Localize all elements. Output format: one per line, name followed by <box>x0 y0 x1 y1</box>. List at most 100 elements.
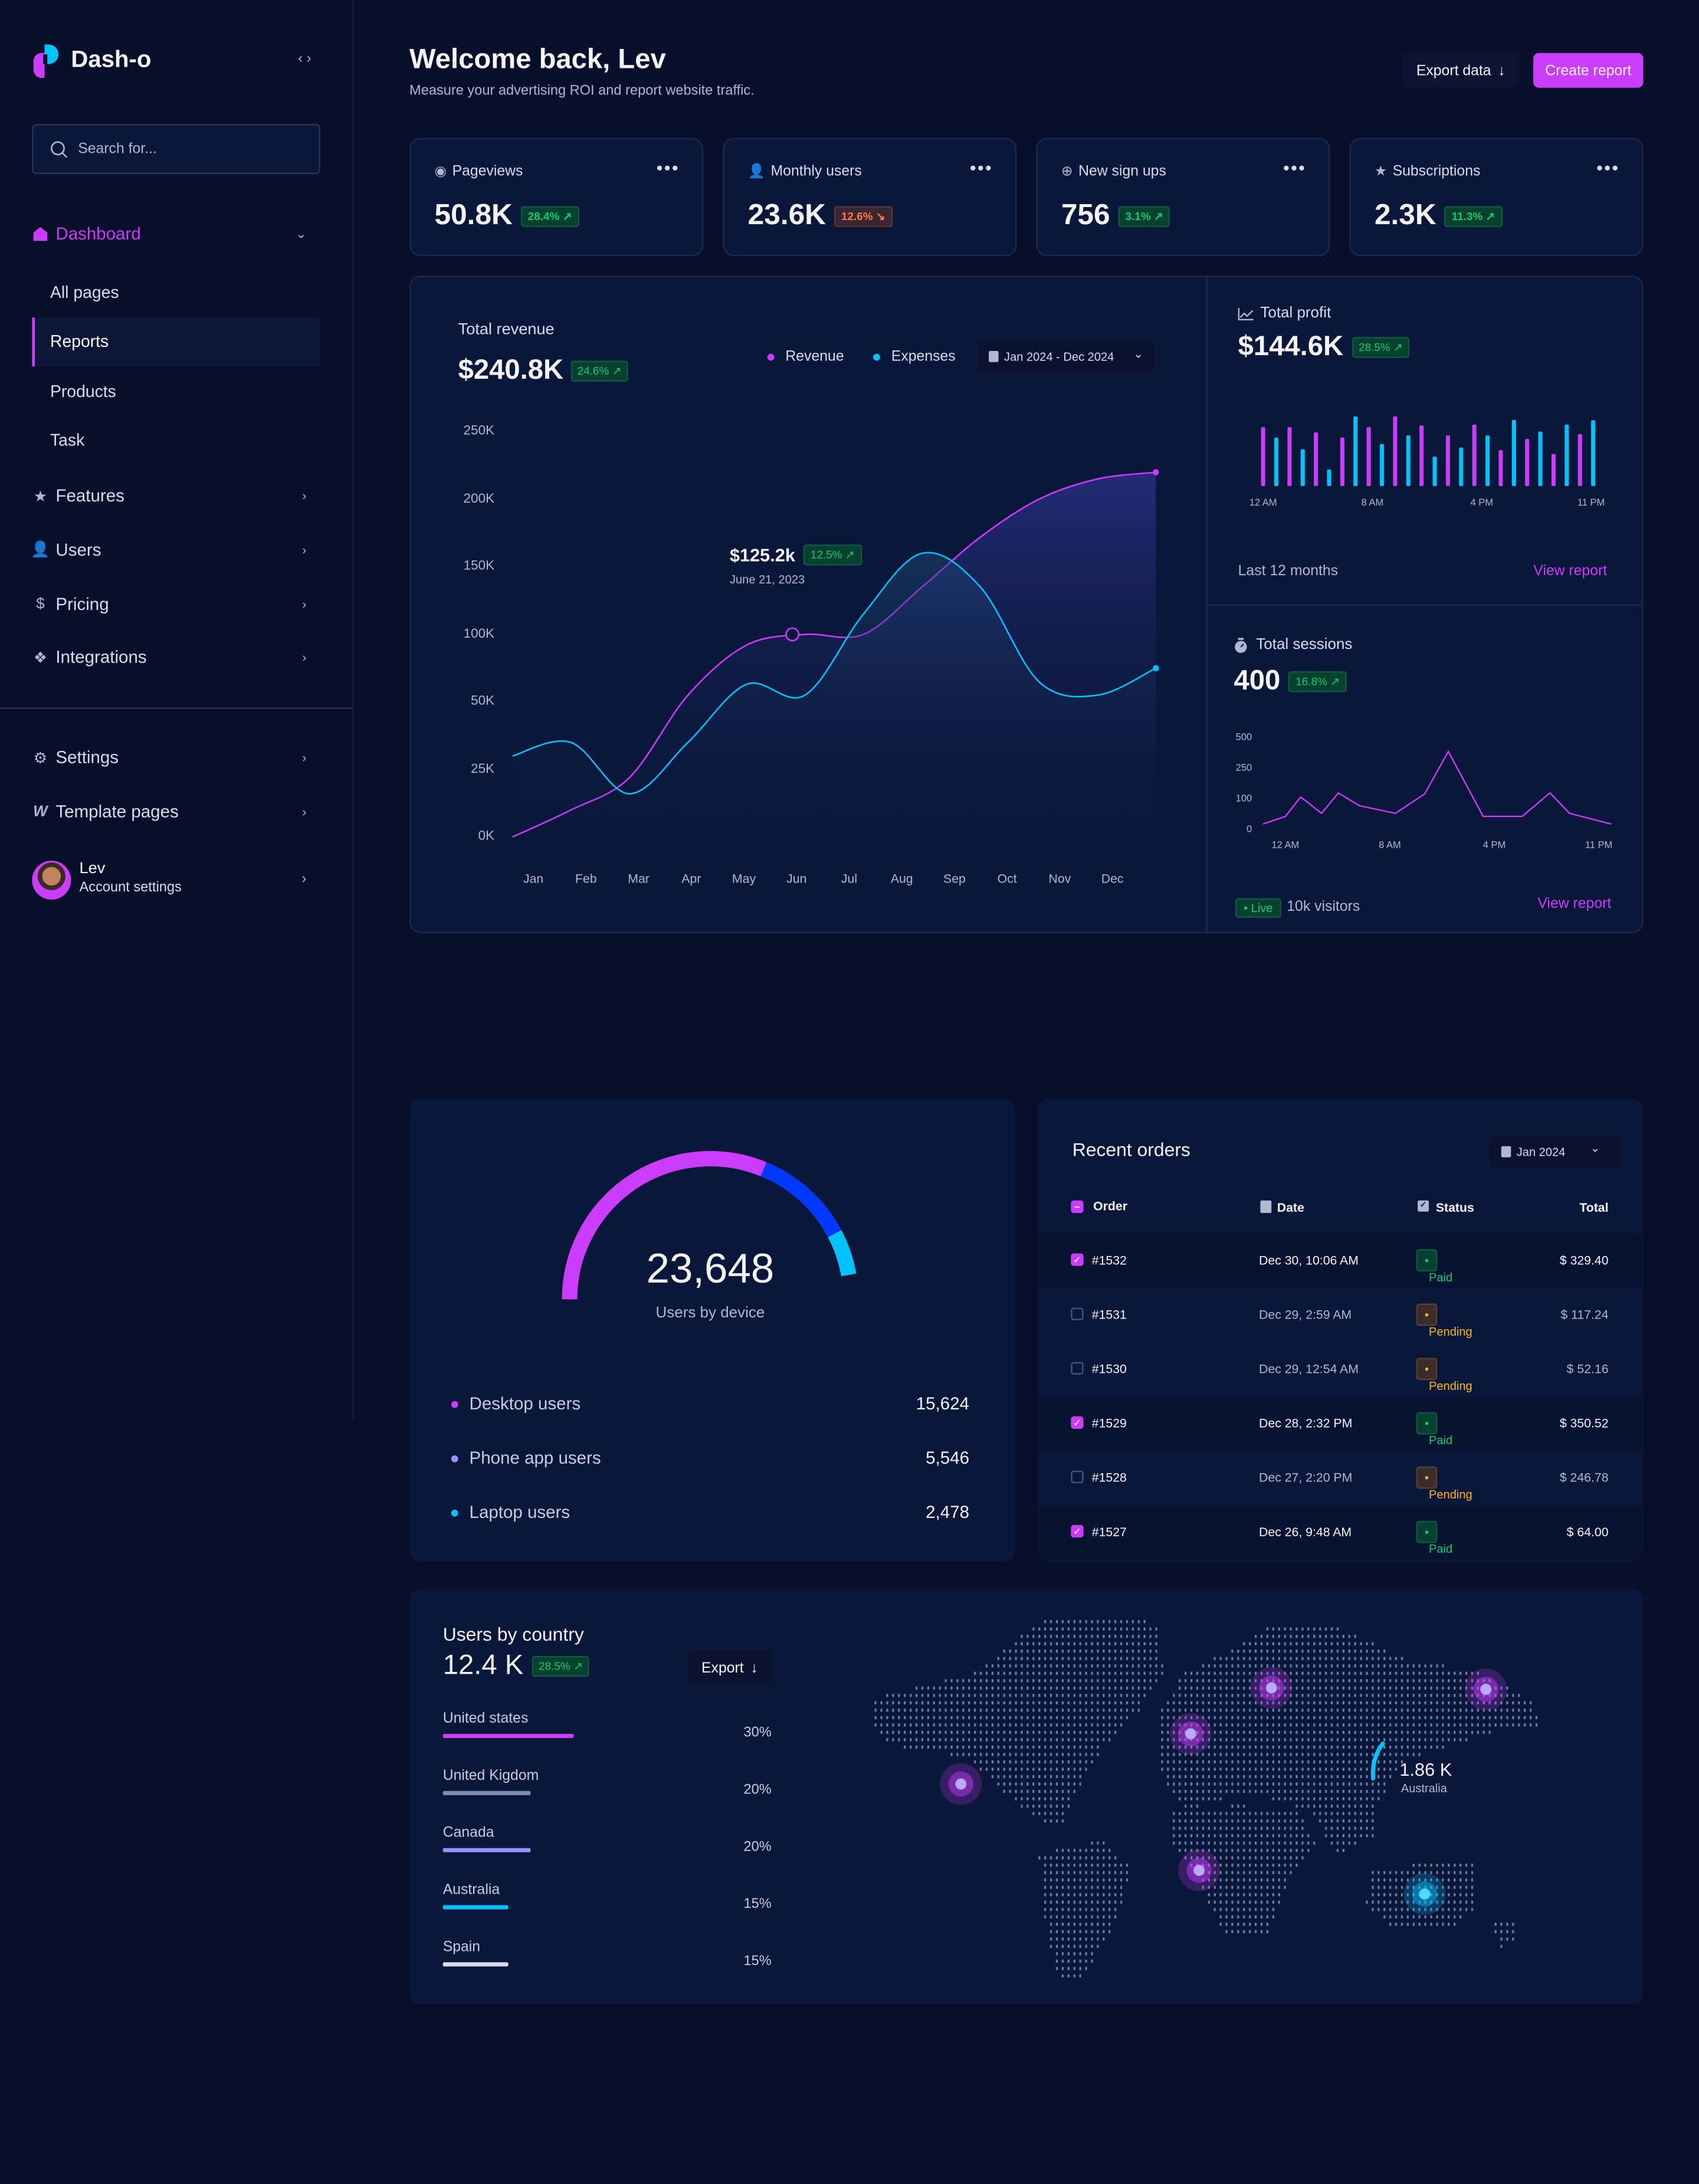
map-dot <box>1471 1694 1474 1697</box>
map-dot <box>974 1679 976 1683</box>
map-hotspot[interactable] <box>1250 1667 1293 1709</box>
table-row[interactable]: #1528 Dec 27, 2:20 PM • Pending $ 246.78 <box>1037 1451 1642 1506</box>
map-dot <box>1465 1730 1468 1734</box>
map-dot <box>1032 1730 1035 1734</box>
sidebar-subitem-task[interactable]: Task <box>32 416 320 465</box>
country-export-button[interactable]: Export ↓ <box>688 1650 772 1685</box>
profit-bar <box>1538 431 1543 486</box>
column-total[interactable]: Total <box>1579 1200 1609 1215</box>
sidebar-item-dashboard[interactable]: Dashboard ⌄ <box>32 215 320 254</box>
sidebar-item-features[interactable]: ★ Features › <box>32 476 320 515</box>
map-hotspot[interactable] <box>1178 1849 1220 1891</box>
map-dot <box>1377 1730 1380 1734</box>
map-hotspot[interactable] <box>1169 1713 1212 1755</box>
export-data-button[interactable]: Export data ↓ <box>1402 53 1520 88</box>
map-dot <box>979 1745 982 1749</box>
map-dot <box>1406 1708 1409 1712</box>
row-checkbox[interactable] <box>1071 1362 1084 1375</box>
row-checkbox[interactable]: ✓ <box>1071 1524 1084 1538</box>
map-dot <box>921 1708 924 1712</box>
row-checkbox[interactable] <box>1071 1307 1084 1320</box>
map-dot <box>968 1686 970 1690</box>
chevron-right-icon: › <box>302 488 307 503</box>
sidebar-subitem-products[interactable]: Products <box>32 366 320 415</box>
profit-view-report-link[interactable]: View report <box>1533 562 1608 580</box>
sessions-view-report-link[interactable]: View report <box>1537 895 1612 913</box>
hover-marker[interactable] <box>785 627 800 642</box>
map-dot <box>1301 1760 1304 1764</box>
map-dot <box>1038 1642 1041 1645</box>
stat-change-badge: 12.6% ↘ <box>834 205 893 227</box>
column-status[interactable]: Status <box>1435 1200 1474 1215</box>
map-dot <box>1395 1915 1398 1919</box>
map-dot <box>1061 1885 1064 1889</box>
column-order[interactable]: Order <box>1093 1199 1127 1214</box>
search-input[interactable]: Search for... <box>32 124 320 175</box>
account-menu[interactable]: Lev Account settings › <box>32 860 320 904</box>
table-row[interactable]: #1530 Dec 29, 12:54 AM • Pending $ 52.16 <box>1037 1342 1642 1397</box>
map-hotspot[interactable] <box>1403 1873 1446 1915</box>
row-checkbox[interactable]: ✓ <box>1071 1253 1084 1266</box>
map-dot <box>1097 1930 1099 1933</box>
map-dot <box>1237 1650 1239 1653</box>
map-dot <box>1097 1708 1099 1712</box>
map-hotspot[interactable] <box>940 1763 982 1805</box>
map-dot <box>974 1701 976 1704</box>
row-checkbox[interactable] <box>1071 1470 1084 1484</box>
sidebar-item-settings[interactable]: ⚙ Settings › <box>32 738 320 777</box>
table-row[interactable]: ✓ #1527 Dec 26, 9:48 AM • Paid $ 64.00 <box>1037 1505 1642 1560</box>
map-dot <box>1225 1760 1228 1764</box>
map-dot <box>1377 1664 1380 1668</box>
map-dot <box>1278 1878 1280 1882</box>
order-total: $ 246.78 <box>1559 1470 1609 1485</box>
map-dot <box>1021 1642 1023 1645</box>
map-dot <box>1097 1944 1099 1948</box>
more-options-icon[interactable]: ••• <box>1596 157 1620 179</box>
map-dot <box>1225 1730 1228 1734</box>
map-dot <box>1231 1871 1234 1874</box>
sidebar-item-integrations[interactable]: ❖ Integrations › <box>32 638 320 677</box>
map-dot <box>1009 1694 1011 1697</box>
map-dot <box>1219 1708 1222 1712</box>
map-dot <box>1284 1878 1286 1882</box>
map-dot <box>1061 1930 1064 1933</box>
row-checkbox[interactable]: ✓ <box>1071 1416 1084 1429</box>
select-all-checkbox[interactable]: − <box>1071 1200 1084 1214</box>
create-report-button[interactable]: Create report <box>1533 53 1644 88</box>
map-dot <box>979 1694 982 1697</box>
map-dot <box>1471 1885 1474 1889</box>
map-dot <box>1524 1716 1526 1719</box>
profit-bar <box>1445 435 1450 486</box>
table-row[interactable]: ✓ #1529 Dec 28, 2:32 PM • Paid $ 350.52 <box>1037 1396 1642 1451</box>
map-dot <box>985 1767 988 1771</box>
map-dot <box>1342 1671 1344 1675</box>
more-options-icon[interactable]: ••• <box>1283 157 1307 179</box>
orders-month-select[interactable]: Jan 2024 ⌄ <box>1490 1134 1620 1168</box>
map-dot <box>1249 1841 1251 1845</box>
map-dot <box>1254 1650 1257 1653</box>
column-date[interactable]: Date <box>1277 1200 1304 1215</box>
map-dot <box>1260 1789 1263 1793</box>
table-row[interactable]: #1531 Dec 29, 2:59 AM • Pending $ 117.24 <box>1037 1288 1642 1343</box>
check-square-icon: ✓ <box>1418 1200 1429 1212</box>
more-options-icon[interactable]: ••• <box>656 157 680 179</box>
sidebar-item-template-pages[interactable]: W Template pages › <box>32 792 320 831</box>
more-options-icon[interactable]: ••• <box>969 157 993 179</box>
map-dot <box>1266 1826 1269 1830</box>
sidebar-subitem-all-pages[interactable]: All pages <box>32 267 320 316</box>
sidebar-item-pricing[interactable]: $ Pricing › <box>32 585 320 624</box>
collapse-sidebar-icon[interactable]: ‹ › <box>298 51 311 67</box>
map-dot <box>1067 1738 1070 1742</box>
date-range-select[interactable]: Jan 2024 - Dec 2024 ⌄ <box>978 340 1154 373</box>
map-dot <box>1400 1871 1403 1874</box>
map-dot <box>1307 1701 1310 1704</box>
sidebar-item-users[interactable]: 👤 Users › <box>31 530 320 569</box>
table-row[interactable]: ✓ #1532 Dec 30, 10:06 AM • Paid $ 329.40 <box>1037 1234 1642 1288</box>
map-dot <box>1366 1723 1368 1727</box>
map-hotspot[interactable] <box>1465 1668 1507 1710</box>
map-dot <box>997 1664 1000 1668</box>
map-dot <box>1219 1767 1222 1771</box>
map-dot <box>1307 1679 1310 1683</box>
sidebar-subitem-reports[interactable]: Reports <box>32 317 320 366</box>
map-dot <box>1500 1923 1503 1926</box>
